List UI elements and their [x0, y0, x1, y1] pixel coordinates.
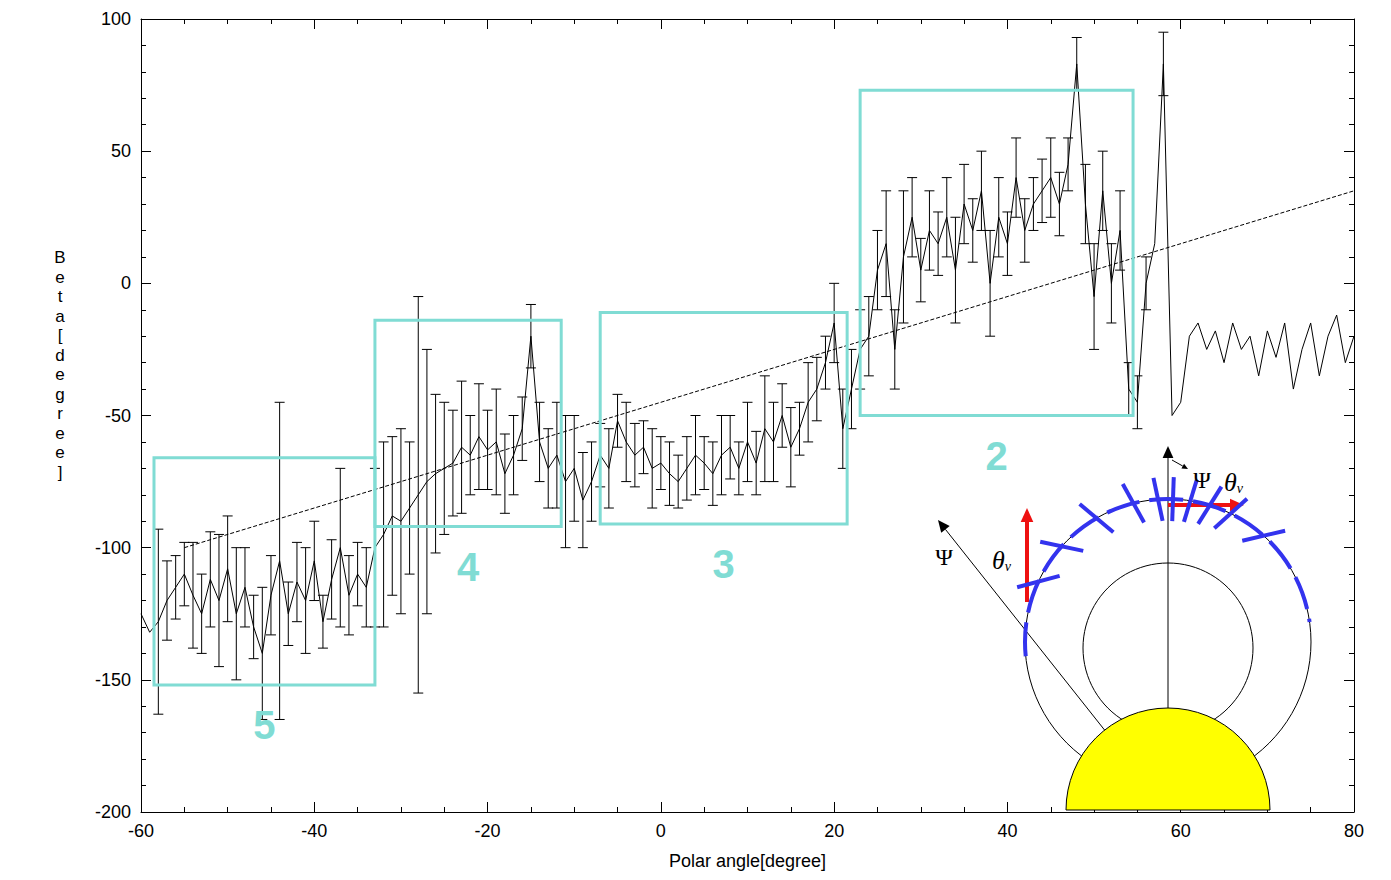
- svg-text:e: e: [55, 443, 64, 462]
- svg-text:v: v: [1237, 481, 1244, 496]
- svg-text:-20: -20: [475, 821, 501, 841]
- svg-text:-100: -100: [95, 538, 131, 558]
- svg-text:v: v: [1005, 559, 1012, 574]
- svg-text:θ: θ: [992, 546, 1005, 575]
- svg-text:e: e: [55, 365, 64, 384]
- svg-text:-200: -200: [95, 802, 131, 822]
- svg-text:4: 4: [457, 545, 480, 589]
- svg-text:e: e: [55, 424, 64, 443]
- svg-text:100: 100: [101, 9, 131, 29]
- svg-text:Polar angle[degree]: Polar angle[degree]: [669, 851, 826, 871]
- svg-text:Ψ: Ψ: [1193, 467, 1211, 493]
- svg-text:2: 2: [985, 434, 1007, 478]
- svg-text:3: 3: [713, 542, 735, 586]
- svg-text:-60: -60: [128, 821, 154, 841]
- svg-text:50: 50: [111, 141, 131, 161]
- svg-text:0: 0: [121, 273, 131, 293]
- svg-text:θ: θ: [1224, 468, 1237, 497]
- svg-text:40: 40: [997, 821, 1017, 841]
- svg-text:B: B: [54, 248, 65, 267]
- svg-text:t: t: [58, 287, 63, 306]
- svg-text:g: g: [55, 385, 64, 404]
- svg-text:5: 5: [253, 703, 275, 747]
- svg-text:e: e: [55, 268, 64, 287]
- svg-text:60: 60: [1171, 821, 1191, 841]
- svg-text:a: a: [55, 307, 65, 326]
- svg-text:0: 0: [656, 821, 666, 841]
- svg-text:-150: -150: [95, 670, 131, 690]
- svg-text:d: d: [55, 346, 64, 365]
- svg-text:20: 20: [824, 821, 844, 841]
- svg-text:r: r: [57, 404, 63, 423]
- svg-text:[: [: [58, 326, 63, 345]
- svg-text:-40: -40: [301, 821, 327, 841]
- svg-text:]: ]: [58, 463, 63, 482]
- svg-text:80: 80: [1344, 821, 1364, 841]
- svg-text:-50: -50: [105, 406, 131, 426]
- svg-text:Ψ: Ψ: [935, 544, 953, 570]
